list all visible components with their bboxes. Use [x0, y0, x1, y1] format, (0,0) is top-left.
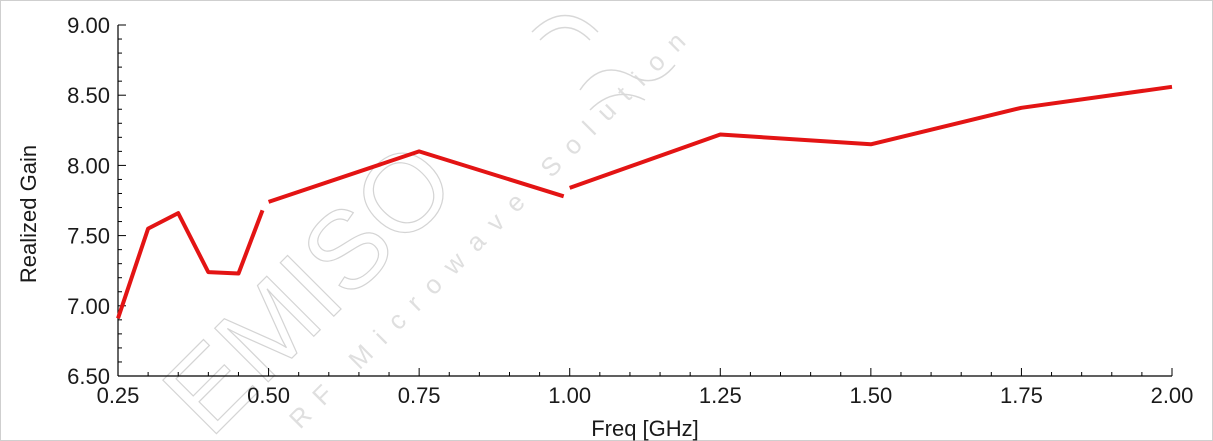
x-tick-label: 1.50 [849, 383, 892, 408]
y-tick-label: 7.50 [67, 224, 110, 249]
x-tick-label: 2.00 [1151, 383, 1194, 408]
x-axis-title: Freq [GHz] [591, 416, 699, 441]
y-axis-ticks: 9.00 8.50 8.00 7.50 7.00 6.50 [67, 13, 126, 389]
watermark: EMISO RF Microwave Solution [139, 14, 701, 441]
x-tick-label: 1.75 [1000, 383, 1043, 408]
x-tick-label: 0.25 [97, 383, 140, 408]
x-tick-label: 0.75 [398, 383, 441, 408]
y-tick-label: 8.00 [67, 153, 110, 178]
x-tick-label: 0.50 [247, 383, 290, 408]
y-axis-title: Realized Gain [16, 145, 41, 283]
watermark-logo-icon [531, 14, 676, 111]
x-tick-label: 1.25 [699, 383, 742, 408]
y-tick-label: 7.00 [67, 294, 110, 319]
y-tick-label: 8.50 [67, 83, 110, 108]
series-line-segment-3 [569, 84, 1173, 190]
x-tick-label: 1.00 [548, 383, 591, 408]
y-tick-label: 9.00 [67, 13, 110, 38]
series-line-segment-2 [267, 149, 565, 204]
y-tick-label: 6.50 [67, 364, 110, 389]
series-line-segment-1 [116, 209, 265, 320]
x-axis-ticks: 0.25 0.50 0.75 1.00 1.25 1.50 1.75 2.00 [97, 368, 1194, 408]
series-lines [116, 84, 1173, 320]
